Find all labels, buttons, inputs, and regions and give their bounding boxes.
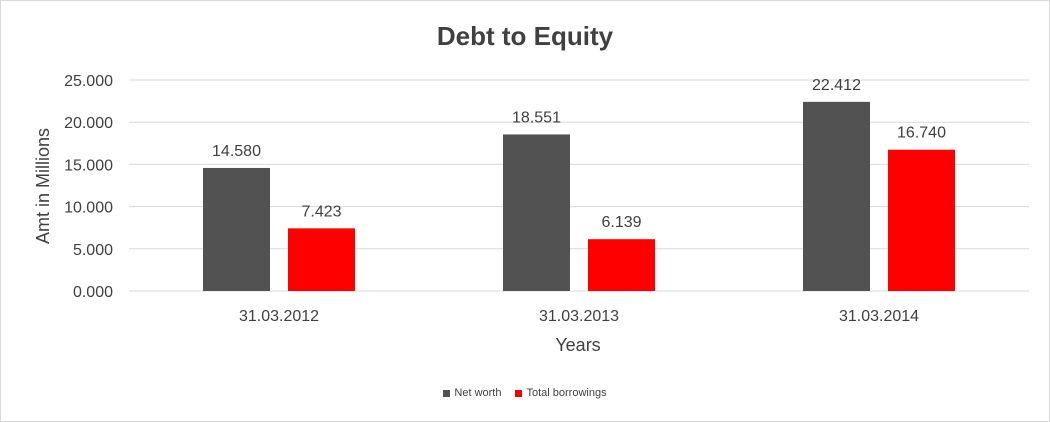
y-axis-title: Amt in Millions [33, 128, 53, 244]
bars [203, 101, 955, 292]
data-label: 22.412 [812, 77, 861, 94]
data-label: 18.551 [512, 109, 561, 126]
bar [203, 167, 270, 291]
y-tick-label: 15.000 [64, 157, 113, 174]
y-tick-label: 25.000 [64, 73, 113, 90]
bar [588, 239, 655, 291]
chart-plot: 0.000 5.000 10.000 15.000 20.000 25.000 14.58… [33, 73, 1029, 355]
legend-item-net-worth: Net worth [443, 387, 501, 399]
legend-swatch-total-borrowings [515, 389, 523, 397]
y-tick-label: 0.000 [73, 284, 113, 301]
y-tick-labels: 0.000 5.000 10.000 15.000 20.000 25.000 [64, 73, 113, 301]
x-tick-labels: 31.03.2012 31.03.2013 31.03.2014 [239, 308, 919, 325]
legend-label-net-worth: Net worth [454, 387, 502, 399]
data-label: 14.580 [212, 143, 261, 160]
legend-label-total-borrowings: Total borrowings [526, 387, 607, 399]
y-tick-label: 20.000 [64, 115, 113, 132]
bar [888, 149, 955, 291]
data-label: 6.139 [601, 214, 641, 231]
bar [503, 134, 570, 291]
x-tick-label: 31.03.2012 [239, 308, 319, 325]
bar [288, 228, 355, 291]
gridlines [129, 79, 1029, 292]
x-axis-title: Years [555, 335, 600, 355]
data-labels: 14.580 7.423 18.551 6.139 22.412 16.740 [212, 77, 946, 231]
data-label: 16.740 [897, 125, 946, 142]
legend-item-total-borrowings: Total borrowings [515, 387, 607, 399]
legend-swatch-net-worth [443, 389, 451, 397]
bar [803, 101, 870, 292]
y-tick-label: 5.000 [73, 242, 113, 259]
x-tick-label: 31.03.2013 [539, 308, 619, 325]
data-label: 7.423 [301, 203, 341, 220]
y-tick-label: 10.000 [64, 200, 113, 217]
legend: Net worth Total borrowings [1, 387, 1049, 399]
x-tick-label: 31.03.2014 [839, 308, 919, 325]
chart-title: Debt to Equity [436, 21, 614, 51]
